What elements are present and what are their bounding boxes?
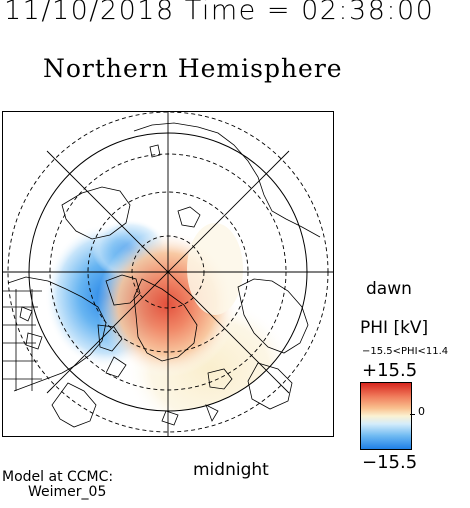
colorbar-min-label: −15.5 xyxy=(362,452,418,473)
polar-map xyxy=(2,111,334,437)
coastlines xyxy=(7,122,321,428)
midnight-label: midnight xyxy=(193,460,269,480)
colorbar-zero-label: 0 xyxy=(418,405,425,418)
colorbar-range: −15.5<PHI<11.4 xyxy=(362,346,449,357)
meridians xyxy=(2,111,334,437)
colorbar-max-label: +15.5 xyxy=(362,360,418,381)
model-source-label: Model at CCMC: xyxy=(2,469,114,485)
colorbar-zero-tick xyxy=(410,414,415,415)
hemisphere-title: Northern Hemisphere xyxy=(43,54,343,83)
dawn-label: dawn xyxy=(366,279,412,299)
model-name-label: Weimer_05 xyxy=(28,484,107,500)
colorbar-title: PHI [kV] xyxy=(360,318,429,338)
map-border xyxy=(2,111,334,437)
colorbar xyxy=(360,382,412,450)
timestamp: 11/10/2018 Time = 02:38:00 xyxy=(4,0,435,26)
edge-grid xyxy=(2,289,42,391)
